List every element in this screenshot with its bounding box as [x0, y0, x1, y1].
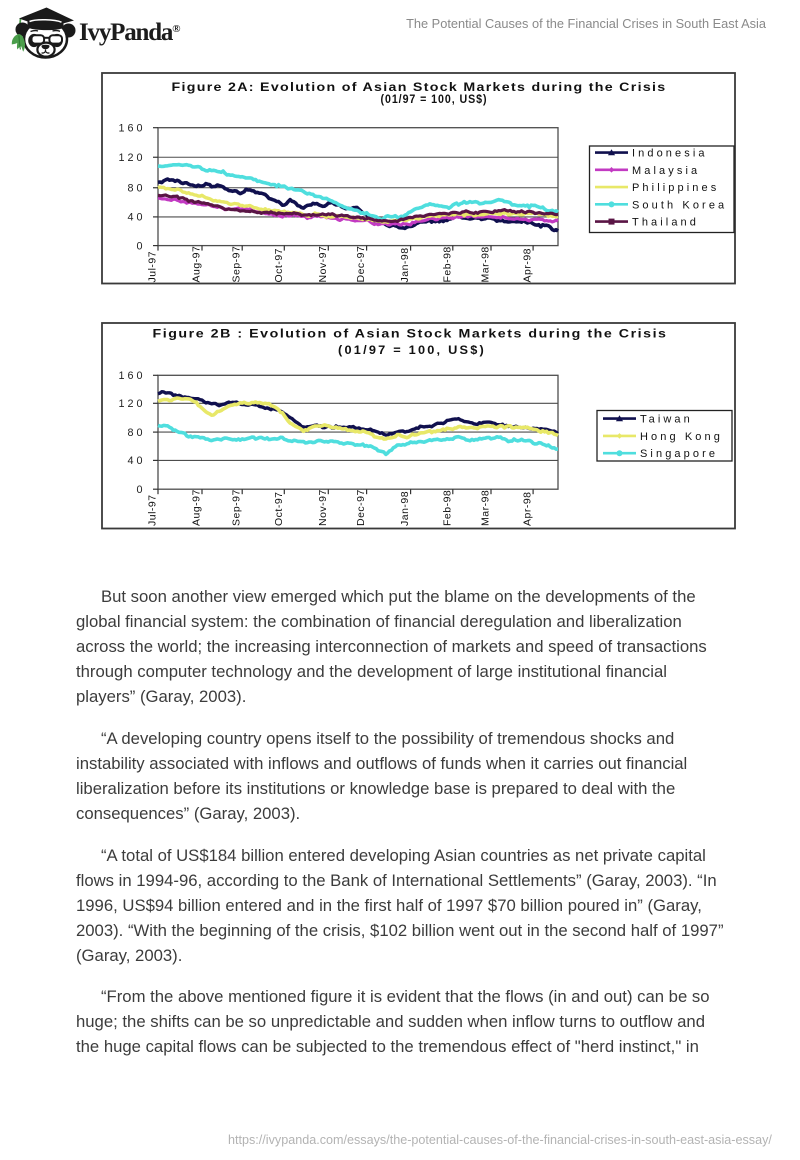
svg-text:40: 40: [127, 455, 145, 467]
svg-text:(01/97 = 100, US$): (01/97 = 100, US$): [338, 345, 486, 357]
svg-text:Apr-98: Apr-98: [522, 491, 534, 526]
svg-text:Jul-97: Jul-97: [147, 494, 159, 526]
svg-text:Mar-98: Mar-98: [480, 246, 492, 282]
svg-text:Oct-97: Oct-97: [273, 248, 285, 283]
svg-text:Dec-97: Dec-97: [355, 246, 367, 283]
svg-text:(01/97 = 100, US$): (01/97 = 100, US$): [381, 94, 488, 106]
svg-text:Nov-97: Nov-97: [317, 246, 329, 283]
svg-text:Figure 2B : Evolution of Asian: Figure 2B : Evolution of Asian Stock Mar…: [153, 326, 668, 340]
svg-text:80: 80: [127, 183, 145, 195]
svg-text:Apr-98: Apr-98: [522, 248, 534, 283]
svg-text:Thailand: Thailand: [632, 217, 699, 229]
svg-text:Mar-98: Mar-98: [480, 489, 492, 525]
svg-text:Feb-98: Feb-98: [441, 246, 453, 282]
svg-text:80: 80: [127, 426, 145, 438]
svg-text:160: 160: [118, 370, 145, 382]
svg-text:120: 120: [118, 152, 145, 164]
svg-text:Oct-97: Oct-97: [273, 491, 285, 526]
svg-text:160: 160: [118, 123, 145, 135]
svg-text:Nov-97: Nov-97: [317, 489, 329, 526]
svg-text:0: 0: [136, 484, 145, 496]
svg-text:Malaysia: Malaysia: [632, 165, 700, 177]
svg-text:Jul-97: Jul-97: [147, 251, 159, 283]
svg-text:Sep-97: Sep-97: [231, 246, 243, 283]
svg-text:Feb-98: Feb-98: [441, 489, 453, 525]
svg-text:Aug-97: Aug-97: [191, 246, 203, 283]
svg-text:Aug-97: Aug-97: [191, 489, 203, 526]
svg-text:South Korea: South Korea: [632, 199, 727, 211]
svg-text:0: 0: [136, 240, 145, 252]
svg-text:Taiwan: Taiwan: [640, 413, 693, 425]
svg-text:Jan-98: Jan-98: [399, 247, 411, 282]
svg-text:Dec-97: Dec-97: [355, 489, 367, 526]
svg-text:40: 40: [127, 212, 145, 224]
svg-text:Jan-98: Jan-98: [399, 490, 411, 525]
svg-text:120: 120: [118, 398, 145, 410]
svg-text:Indonesia: Indonesia: [632, 148, 708, 160]
svg-text:Singapore: Singapore: [640, 448, 718, 460]
svg-text:Philippines: Philippines: [632, 182, 719, 194]
svg-text:Hong Kong: Hong Kong: [640, 430, 723, 442]
svg-text:Sep-97: Sep-97: [231, 489, 243, 526]
svg-text:Figure 2A: Evolution of Asian: Figure 2A: Evolution of Asian Stock Mark…: [172, 80, 667, 94]
